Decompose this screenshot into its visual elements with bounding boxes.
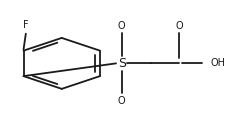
Text: O: O [117, 20, 125, 30]
Text: S: S [117, 57, 125, 70]
Text: O: O [175, 20, 182, 30]
Text: F: F [23, 20, 28, 30]
Text: OH: OH [210, 58, 225, 68]
Text: O: O [117, 96, 125, 106]
